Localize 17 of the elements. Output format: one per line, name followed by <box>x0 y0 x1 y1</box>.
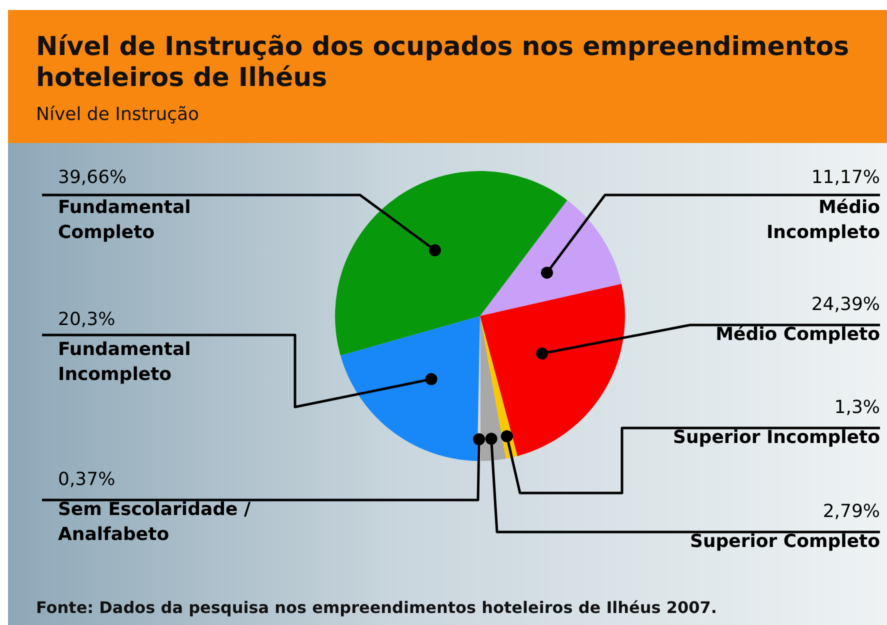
data-label: 0,37% <box>58 469 116 490</box>
chart-title: Nível de Instrução dos ocupados nos empreendimentos hoteleiros de Ilhéus <box>36 32 850 94</box>
slice-label: Fundamental Incompleto <box>58 339 191 385</box>
slice-label: Médio Incompleto <box>766 197 880 243</box>
slice-label: Fundamental Completo <box>58 197 191 243</box>
data-label: 39,66% <box>58 167 127 188</box>
slice-label: Superior Incompleto <box>673 427 880 448</box>
slice-label: Médio Completo <box>716 324 880 345</box>
data-label: 20,3% <box>58 309 116 330</box>
data-label: 2,79% <box>822 501 880 522</box>
data-label: 24,39% <box>811 294 880 315</box>
slice-label: Sem Escolaridade / Analfabeto <box>58 499 251 545</box>
chart-subtitle: Nível de Instrução <box>36 104 200 125</box>
data-label: 11,17% <box>811 167 880 188</box>
data-label: 1,3% <box>834 397 880 418</box>
source-note: Fonte: Dados da pesquisa nos empreendimentos hoteleiros de Ilhéus 2007. <box>36 598 717 617</box>
slice-label: Superior Completo <box>690 531 880 552</box>
